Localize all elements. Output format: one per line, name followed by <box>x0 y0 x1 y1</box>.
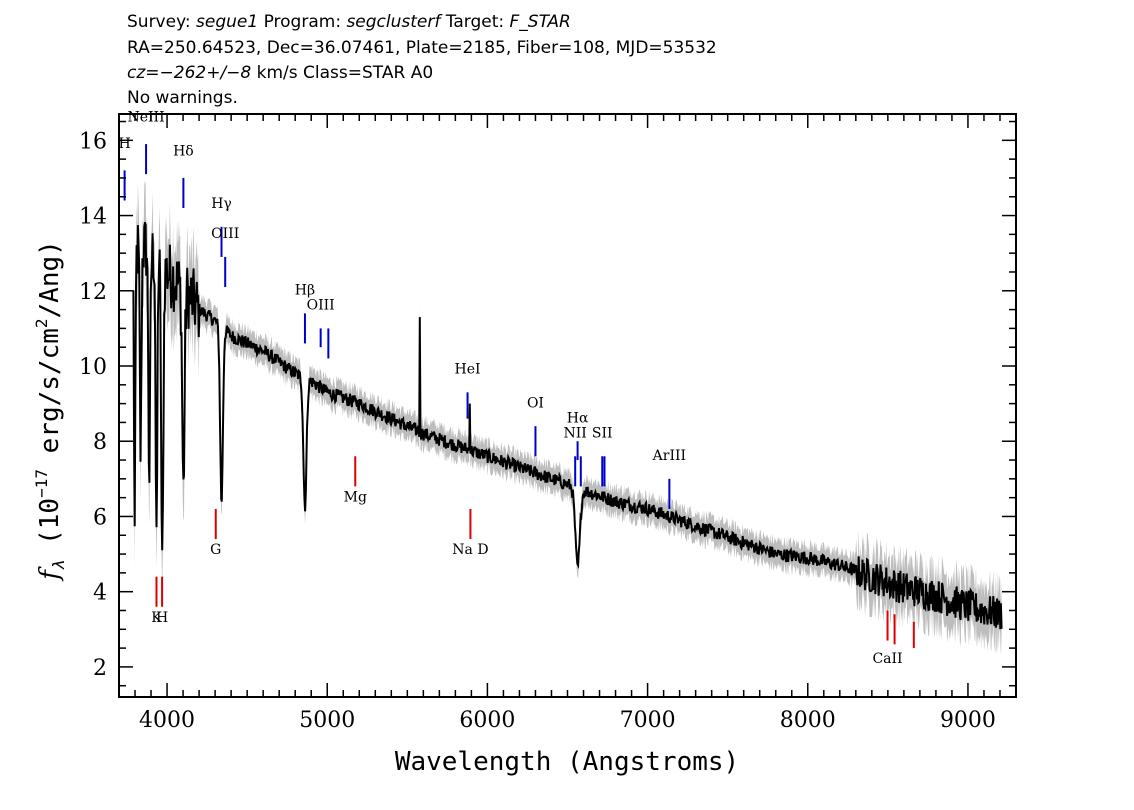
x-tick-label: 4000 <box>139 708 195 733</box>
y-axis-ticks: 2 4 6 8 10 12 14 16 <box>79 120 1016 687</box>
x-tick-label: 9000 <box>940 708 996 733</box>
emission-line-label-6: OIII <box>307 298 335 314</box>
flux-series <box>132 222 1003 630</box>
x-axis-ticks: 4000 5000 6000 7000 8000 9000 <box>118 114 1017 733</box>
emission-line-label-10: NII <box>564 425 587 441</box>
header-line-3: cz=−262+/−8 km/s Class=STAR A0 <box>127 63 433 83</box>
emission-line-label-11: Hα <box>567 410 589 426</box>
emission-line-label-15: ArIII <box>652 448 686 464</box>
y-tick-label: 14 <box>79 205 107 230</box>
x-tick-label: 5000 <box>299 708 355 733</box>
absorption-line-label-0: K <box>151 610 162 626</box>
emission-line-label-8: HeI <box>455 362 481 378</box>
absorption-line-label-2: G <box>210 542 221 558</box>
y-axis-label: fλ (10−17 erg/s/cm2/Ang) <box>32 240 68 582</box>
x-axis-label: Wavelength (Angstroms) <box>395 747 739 777</box>
x-tick-label: 6000 <box>459 708 515 733</box>
header-line-4: No warnings. <box>127 88 238 108</box>
emission-line-label-1: NeIII <box>127 110 164 126</box>
y-tick-label: 8 <box>93 430 107 455</box>
flux-line <box>132 222 1003 630</box>
header-line-2: RA=250.64523, Dec=36.07461, Plate=2185, … <box>127 38 717 58</box>
emission-line-label-4: OIII <box>211 226 239 242</box>
emission-line-label-5: Hβ <box>295 283 315 299</box>
x-tick-label: 7000 <box>620 708 676 733</box>
y-tick-label: 10 <box>79 355 107 380</box>
x-tick-label: 8000 <box>780 708 836 733</box>
y-tick-label: 4 <box>93 581 107 606</box>
plot-frame <box>118 113 1017 698</box>
header-line-1: Survey: segue1 Program: segclusterf Targ… <box>127 12 571 32</box>
absorption-line-label-1: H <box>156 610 168 626</box>
y-tick-label: 12 <box>79 280 107 305</box>
y-tick-label: 16 <box>79 129 107 154</box>
line-markers: HNeIIIHδHγOIIIHβOIIIHeIOINIIHαSIIArIIIKH… <box>118 110 915 667</box>
absorption-line-label-4: Na D <box>452 542 488 558</box>
absorption-line-label-3: Mg <box>344 489 367 505</box>
emission-line-label-0: H <box>118 136 130 152</box>
absorption-line-label-5: CaII <box>872 651 902 667</box>
emission-line-label-2: Hδ <box>173 143 194 159</box>
emission-line-label-9: OI <box>527 395 544 411</box>
y-tick-label: 2 <box>93 656 107 681</box>
emission-line-label-3: Hγ <box>211 196 232 212</box>
y-tick-label: 6 <box>93 505 107 530</box>
emission-line-label-13: SII <box>592 425 613 441</box>
